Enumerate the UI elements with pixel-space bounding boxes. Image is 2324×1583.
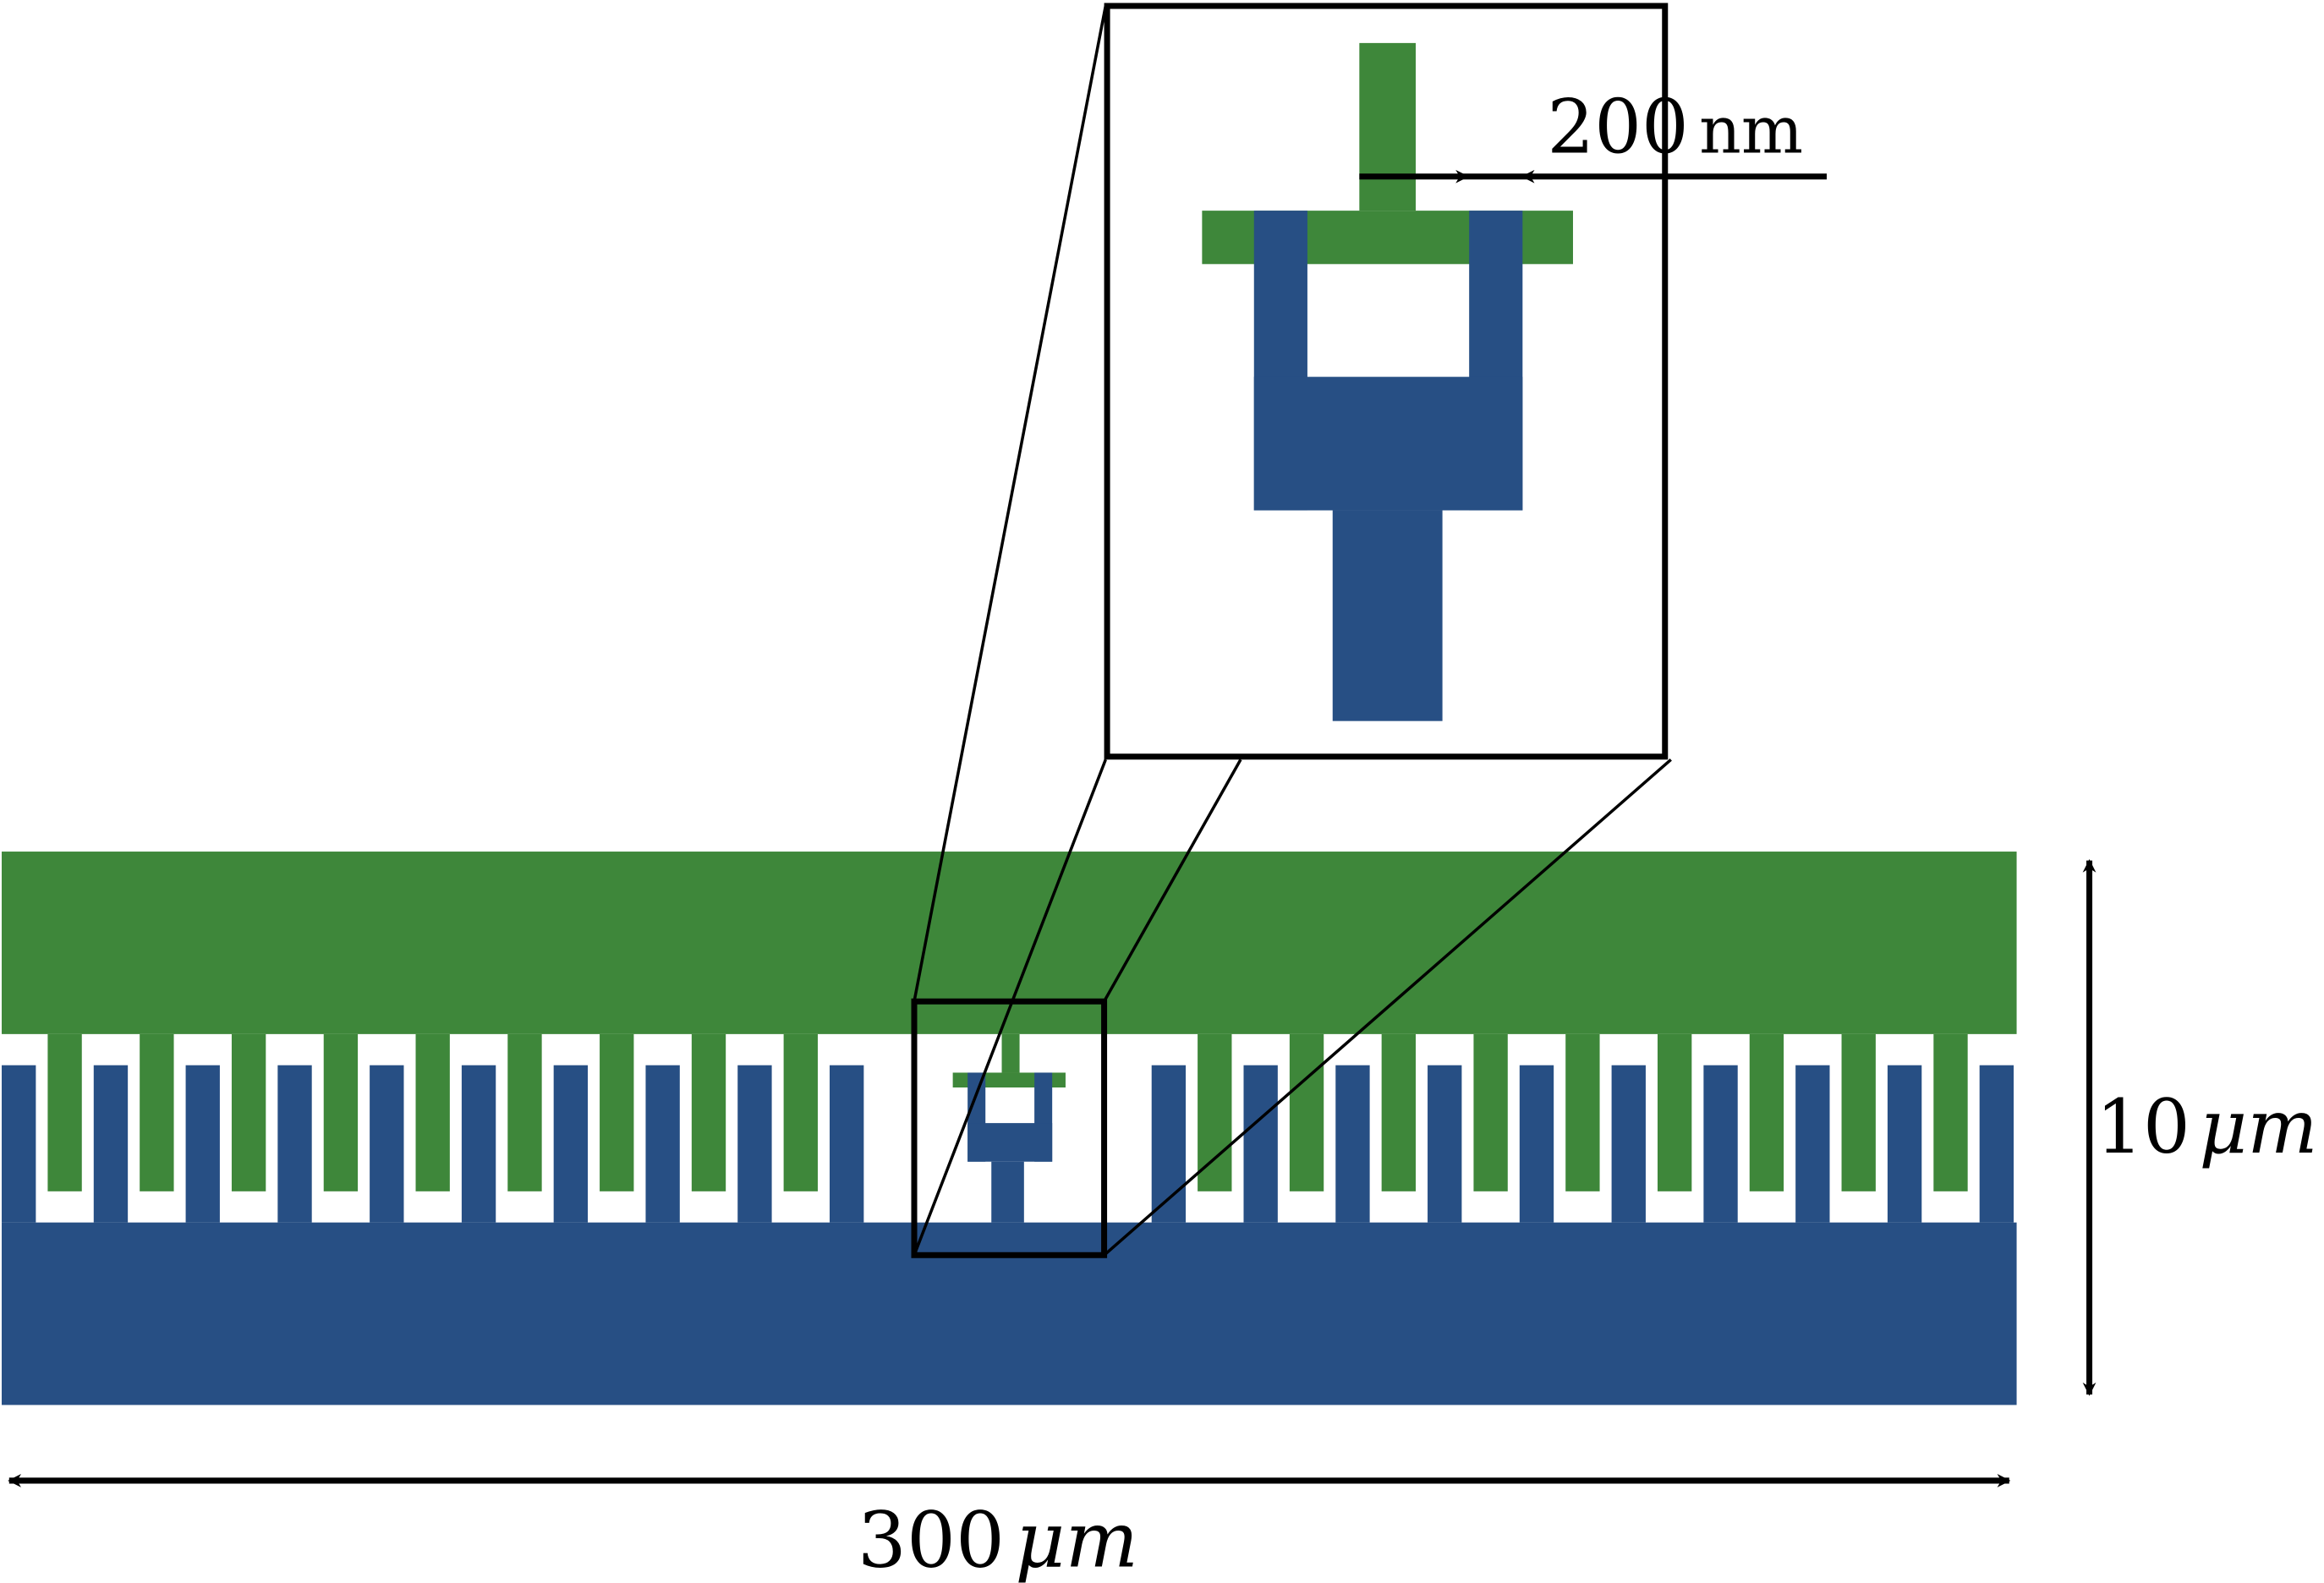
bottom-electrode-finger (553, 1065, 589, 1223)
inset-scale-unit: nm (1699, 93, 1803, 169)
top-electrode-finger (1381, 1033, 1417, 1191)
zoom-projection-lines (913, 5, 1672, 1257)
width-dimension: 300 μm (8, 1474, 2011, 1583)
bottom-electrode-finger (277, 1065, 312, 1223)
top-electrode-finger (1565, 1033, 1600, 1191)
inset-scale-number: 200 (1547, 85, 1688, 171)
bottom-electrode-finger (1979, 1065, 2014, 1223)
width-label-unit: μm (1015, 1495, 1138, 1583)
bottom-electrode-finger (2, 1065, 36, 1223)
top-electrode-finger (783, 1033, 818, 1191)
height-label-number: 10 (2096, 1084, 2190, 1170)
bottom-electrode-finger (1795, 1065, 1830, 1223)
top-electrode-finger (1933, 1033, 1968, 1191)
top-electrode-finger (691, 1033, 726, 1191)
bottom-electrode-finger (737, 1065, 772, 1223)
bottom-electrode-finger (1335, 1065, 1370, 1223)
top-electrode-finger (47, 1033, 82, 1191)
height-label-unit: μm (2199, 1084, 2317, 1170)
height-dimension: 10 μm (2082, 859, 2318, 1396)
bottom-electrode-finger (185, 1065, 220, 1223)
bottom-electrode-finger (1243, 1065, 1278, 1223)
bottom-electrode-finger (1151, 1065, 1187, 1223)
top-electrode-finger (1198, 1033, 1232, 1191)
bottom-electrode-finger (370, 1065, 404, 1223)
width-label-number: 300 (858, 1495, 1005, 1583)
inset-scale-annotation: 200 nm (1359, 85, 1827, 183)
bottom-electrode-finger (1611, 1065, 1646, 1223)
bottom-electrode-finger (830, 1065, 864, 1223)
electrode-fingers (2, 1033, 2014, 1223)
bottom-electrode-finger (645, 1065, 680, 1223)
bottom-electrode-bus (2, 1222, 2017, 1405)
top-electrode-finger (1657, 1033, 1692, 1191)
bottom-electrode-finger (1703, 1065, 1738, 1223)
small-junction-device (952, 1033, 1066, 1223)
bottom-electrode-finger (1428, 1065, 1462, 1223)
zoom-region-box (911, 998, 1108, 1258)
inset-junction-device (1202, 42, 1573, 721)
top-electrode-finger (1473, 1033, 1508, 1191)
bottom-electrode-finger (93, 1065, 129, 1223)
top-electrode-finger (140, 1033, 174, 1191)
top-electrode-finger (507, 1033, 542, 1191)
top-electrode-finger (1841, 1033, 1876, 1191)
top-electrode-finger (231, 1033, 266, 1191)
bottom-electrode-finger (1519, 1065, 1554, 1223)
top-electrode-finger (415, 1033, 450, 1191)
top-electrode-finger (1289, 1033, 1324, 1191)
top-electrode-finger (1749, 1033, 1784, 1191)
top-electrode-finger (600, 1033, 634, 1191)
bottom-electrode-finger (461, 1065, 496, 1223)
top-electrode-finger (323, 1033, 359, 1191)
bottom-electrode-finger (1887, 1065, 1922, 1223)
